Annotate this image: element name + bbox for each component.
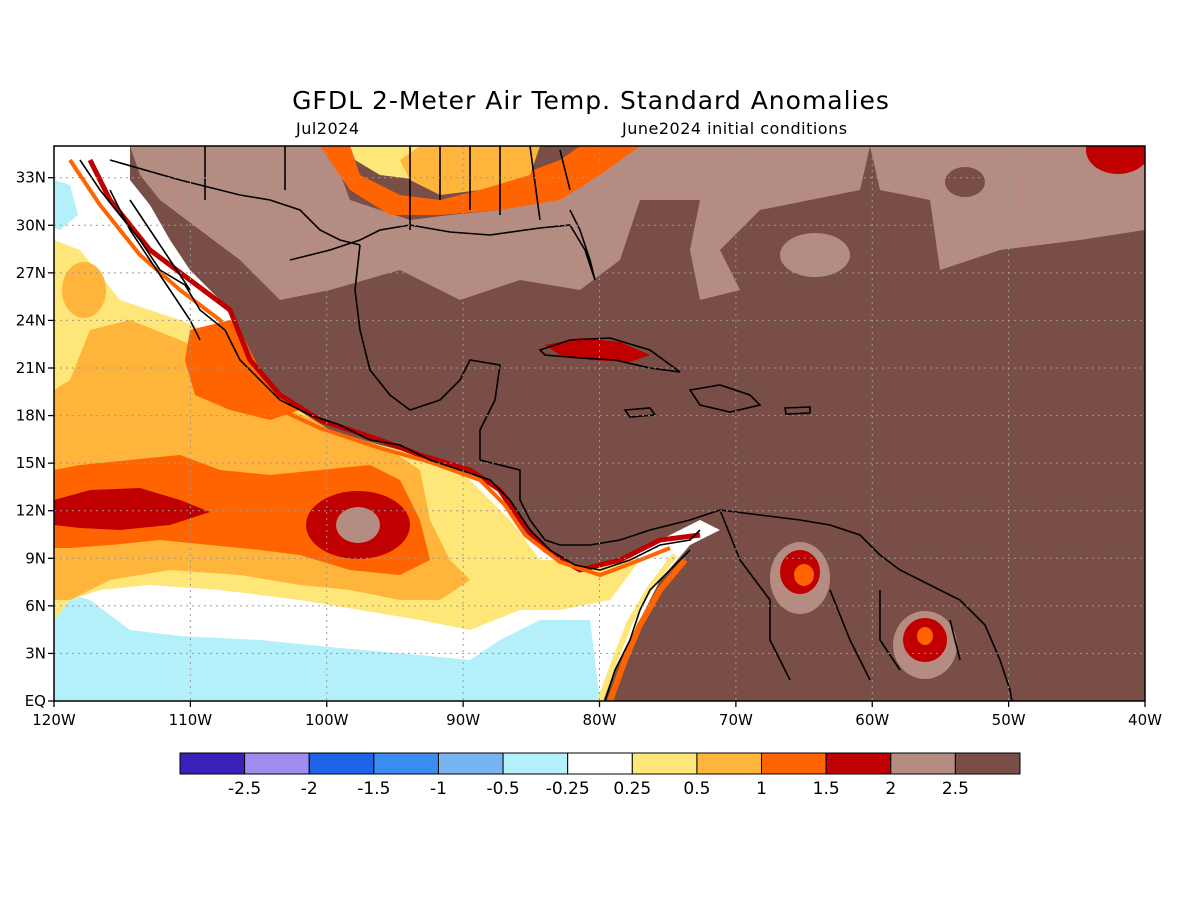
field-red-pacific-coast — [87, 158, 701, 573]
field-orange-light-north — [62, 262, 106, 318]
colorbar-swatch — [567, 752, 633, 775]
field-brown-patch — [945, 167, 985, 197]
lon-tick-label: 90W — [446, 711, 480, 729]
colorbar-swatch — [502, 752, 569, 775]
lat-tick-label: 3N — [25, 644, 46, 662]
coast-jamaica — [623, 407, 657, 418]
lat-tick-label: 6N — [25, 597, 46, 615]
anomaly-field — [54, 146, 1145, 701]
colorbar-swatch — [890, 752, 956, 775]
lat-tick-label: 9N — [25, 549, 46, 567]
colorbar-swatch — [761, 752, 827, 775]
field-brown-land — [130, 146, 1145, 701]
colorbar-label: 1.5 — [813, 779, 840, 799]
field-orange-pacific-coast — [68, 158, 671, 578]
coast-baja — [109, 189, 201, 341]
field-cyan-south — [54, 590, 600, 701]
field-rose-north — [130, 146, 870, 300]
lon-tick-label: 40W — [1128, 711, 1162, 729]
colorbar-swatch — [631, 752, 698, 775]
lon-tick-label: 50W — [992, 711, 1026, 729]
lon-tick-label: 70W — [719, 711, 753, 729]
lon-tick-label: 110W — [169, 711, 213, 729]
lat-tick-label: 30N — [16, 216, 46, 234]
field-colombia-coast — [607, 558, 688, 701]
map-title: GFDL 2-Meter Air Temp. Standard Anomalie… — [292, 86, 890, 115]
field-us-warm-orange — [320, 146, 640, 215]
lat-tick-label: EQ — [25, 692, 46, 710]
lat-tick-label: 15N — [16, 454, 46, 472]
lon-tick-label: 60W — [855, 711, 889, 729]
field-rose-east — [870, 146, 1145, 270]
colorbar-swatch — [437, 752, 504, 775]
lat-tick-label: 18N — [16, 407, 46, 425]
field-venezuela-orange — [794, 564, 814, 586]
colorbar-label: -1.5 — [357, 779, 390, 799]
colorbar-swatch — [308, 752, 375, 775]
colorbar-label: -0.25 — [546, 779, 590, 799]
coast-south-america-pacific — [604, 549, 691, 701]
colorbar: -2.5 -2 -1.5 -1 -0.5 -0.25 0.25 0.5 1 1.5 2 2.5 — [179, 752, 1021, 799]
colorbar-swatch — [179, 752, 246, 775]
lat-tick-label: 12N — [16, 502, 46, 520]
field-colombia-coast-yellow — [597, 553, 678, 701]
lat-tick-label: 24N — [16, 311, 46, 329]
longitude-axis: 120W 110W 100W 90W 80W 70W 60W 50W 40W — [32, 701, 1162, 729]
lon-tick-label: 80W — [583, 711, 617, 729]
colorbar-label: -2 — [301, 779, 318, 799]
lon-tick-label: 120W — [32, 711, 76, 729]
colorbar-swatch — [373, 752, 439, 775]
initial-conditions: June2024 initial conditions — [622, 119, 848, 138]
field-cuba-red — [545, 338, 650, 362]
colorbar-swatch — [954, 752, 1021, 775]
lat-tick-label: 21N — [16, 359, 46, 377]
colorbar-label: 2.5 — [942, 779, 969, 799]
coast-gulf — [289, 209, 596, 281]
coast-hispaniola — [688, 384, 762, 413]
coast-mexico-pacific — [79, 159, 701, 571]
colorbar-swatch — [825, 752, 892, 775]
border-south-america — [719, 509, 961, 681]
coast-central-america-atl — [479, 459, 721, 546]
coast-puerto-rico — [784, 406, 811, 415]
colorbar-label: -0.5 — [486, 779, 519, 799]
coast-south-america — [719, 509, 1013, 701]
coast-cuba — [538, 337, 681, 373]
lat-tick-label: 27N — [16, 264, 46, 282]
lon-tick-label: 100W — [305, 711, 349, 729]
colorbar-swatch — [696, 752, 763, 775]
colorbar-label: 1 — [756, 779, 767, 799]
colorbar-swatch — [244, 752, 310, 775]
coastlines — [79, 146, 1013, 701]
colorbar-label: -1 — [430, 779, 447, 799]
field-guyana-orange — [917, 627, 933, 645]
colorbar-label: 2 — [885, 779, 896, 799]
coast-mexico-gulf — [354, 244, 501, 460]
field-atlantic-red — [1086, 146, 1145, 174]
field-red-west — [54, 488, 210, 530]
gridlines — [54, 146, 1145, 701]
colorbar-label: -2.5 — [228, 779, 261, 799]
colorbar-label: 0.25 — [613, 779, 651, 799]
forecast-month: Jul2024 — [296, 119, 360, 138]
lat-tick-label: 33N — [16, 169, 46, 187]
field-rose-core — [336, 507, 380, 543]
field-rose-patch — [780, 233, 850, 277]
latitude-axis: EQ 3N 6N 9N 12N 15N 18N 21N 24N 27N 30N 33N — [16, 169, 54, 710]
field-cyan-west — [54, 180, 78, 230]
colorbar-label: 0.5 — [683, 779, 710, 799]
